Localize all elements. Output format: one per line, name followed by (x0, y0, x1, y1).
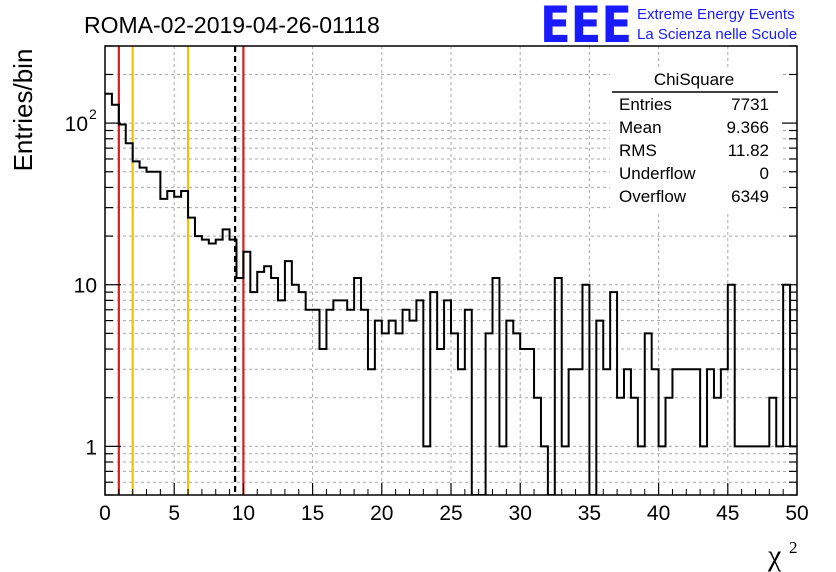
chart-title: ROMA-02-2019-04-26-01118 (84, 12, 380, 38)
x-tick-label: 40 (647, 502, 670, 525)
stats-value-entries: 7731 (731, 95, 769, 114)
stats-value-rms: 11.82 (728, 141, 769, 160)
axis-ticks (104, 45, 798, 496)
stats-label-underflow: Underflow (619, 164, 696, 183)
y-tick-label: 1 (85, 436, 97, 459)
stats-box: ChiSquare Entries 7731 Mean 9.366 RMS 11… (610, 68, 782, 211)
x-tick-label: 5 (168, 502, 180, 525)
x-tick-label: 15 (301, 502, 324, 525)
y-axis-label: Entries/bin (8, 49, 38, 172)
y-tick-label: 10 (65, 113, 88, 136)
x-tick-label: 50 (785, 502, 808, 525)
x-axis-label-main: χ (767, 539, 782, 572)
stats-value-overflow: 6349 (731, 187, 769, 206)
stats-label-mean: Mean (619, 118, 662, 137)
x-axis-label: χ 2 (767, 538, 798, 572)
x-tick-label: 20 (370, 502, 393, 525)
stats-label-overflow: Overflow (619, 187, 687, 206)
x-axis-label-sup: 2 (789, 538, 798, 557)
logo-line-2: La Scienza nelle Scuole (637, 26, 797, 43)
stats-value-mean: 9.366 (726, 118, 769, 137)
y-tick-label: 10 (74, 275, 97, 298)
stats-label-rms: RMS (619, 141, 657, 160)
x-tick-label: 10 (232, 502, 255, 525)
eee-logo-letters: EEE (540, 0, 632, 54)
histogram-series (105, 92, 797, 495)
x-tick-label: 35 (578, 502, 601, 525)
marker-lines (117, 46, 245, 495)
x-tick-label: 30 (509, 502, 532, 525)
logo-line-1: Extreme Energy Events (637, 6, 795, 23)
stats-label-entries: Entries (619, 95, 672, 114)
x-tick-label: 25 (439, 502, 462, 525)
x-tick-labels: 0 5 10 15 20 25 30 35 40 45 50 (99, 502, 809, 525)
x-tick-label: 0 (99, 502, 111, 525)
stats-value-underflow: 0 (760, 164, 769, 183)
eee-logo: EEE Extreme Energy Events La Scienza nel… (540, 0, 797, 54)
stats-title: ChiSquare (654, 70, 734, 89)
y-tick-label-sup: 2 (89, 106, 97, 122)
x-tick-label: 45 (716, 502, 739, 525)
